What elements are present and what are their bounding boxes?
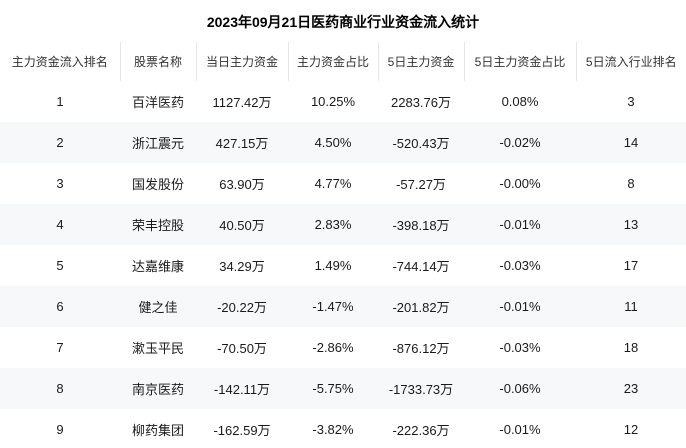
value-cell: 23 <box>623 381 639 396</box>
stock-name-cell: 国发股份 <box>131 177 184 192</box>
value-cell: 10.25% <box>310 94 356 109</box>
rank-cell: 2 <box>56 135 64 150</box>
value-cell: 4.50% <box>314 135 352 150</box>
stock-name-cell: 百洋医药 <box>131 95 184 110</box>
stock-name-cell: 荣丰控股 <box>131 218 184 233</box>
value-cell: -222.36万 <box>392 423 450 438</box>
stock-name-cell: 柳药集团 <box>131 423 184 438</box>
table-row: 4 荣丰控股 40.50万 2.83% -398.18万 -0.01% 13 <box>0 204 686 245</box>
value-cell: -70.50万 <box>217 341 267 356</box>
value-cell: 17 <box>623 258 639 273</box>
page-title: 2023年09月21日医药商业行业资金流入统计 <box>206 14 480 30</box>
value-cell: -0.00% <box>499 176 541 191</box>
value-cell: -2.86% <box>312 340 354 355</box>
value-cell: -5.75% <box>312 381 354 396</box>
value-cell: 3 <box>627 94 635 109</box>
rank-cell: 6 <box>56 299 64 314</box>
rank-cell: 5 <box>56 258 64 273</box>
value-cell: 2283.76万 <box>391 95 451 110</box>
stock-name-cell: 漱玉平民 <box>131 341 184 356</box>
value-cell: 13 <box>623 217 639 232</box>
value-cell: -1.47% <box>312 299 354 314</box>
value-cell: 18 <box>623 340 639 355</box>
value-cell: 40.50万 <box>219 218 265 233</box>
value-cell: -1733.73万 <box>388 382 454 397</box>
column-header: 5日主力资金占比 <box>463 42 576 81</box>
value-cell: -0.01% <box>499 217 541 232</box>
value-cell: -142.11万 <box>213 382 271 397</box>
value-cell: 2.83% <box>314 217 352 232</box>
value-cell: 0.08% <box>501 94 539 109</box>
table-row: 5 达嘉维康 34.29万 1.49% -744.14万 -0.03% 17 <box>0 245 686 286</box>
stock-name-cell: 健之佳 <box>138 300 178 315</box>
stock-name-cell: 达嘉维康 <box>131 259 184 274</box>
value-cell: -0.03% <box>499 340 541 355</box>
value-cell: 1.49% <box>314 258 352 273</box>
rank-cell: 9 <box>56 422 64 437</box>
value-cell: 12 <box>623 422 639 437</box>
rank-cell: 8 <box>56 381 64 396</box>
rank-cell: 1 <box>56 94 64 109</box>
value-cell: -0.01% <box>499 299 541 314</box>
value-cell: 34.29万 <box>219 259 265 274</box>
table-row: 1 百洋医药 1127.42万 10.25% 2283.76万 0.08% 3 <box>0 81 686 122</box>
table-header: 主力资金流入排名 股票名称 当日主力资金 主力资金占比 5日主力资金 5日主力资金占比 5日… <box>0 42 686 81</box>
column-header: 5日流入行业排名 <box>575 42 686 81</box>
value-cell: -0.06% <box>499 381 541 396</box>
value-cell: -201.82万 <box>392 300 450 315</box>
stock-name-cell: 南京医药 <box>131 382 184 397</box>
rank-cell: 4 <box>56 217 64 232</box>
value-cell: -520.43万 <box>392 136 450 151</box>
value-cell: -876.12万 <box>392 341 450 356</box>
table-row: 3 国发股份 63.90万 4.77% -57.27万 -0.00% 8 <box>0 163 686 204</box>
column-header: 股票名称 <box>119 42 196 81</box>
table-row: 8 南京医药 -142.11万 -5.75% -1733.73万 -0.06% 23 <box>0 368 686 409</box>
value-cell: -20.22万 <box>217 300 267 315</box>
column-header: 5日主力资金 <box>377 42 464 81</box>
value-cell: 63.90万 <box>219 177 265 192</box>
value-cell: 1127.42万 <box>212 95 272 110</box>
column-header: 主力资金流入排名 <box>11 55 108 69</box>
value-cell: 14 <box>623 135 639 150</box>
value-cell: -0.02% <box>499 135 541 150</box>
stock-name-cell: 浙江震元 <box>131 136 184 151</box>
value-cell: -3.82% <box>312 422 354 437</box>
value-cell: 11 <box>624 299 638 314</box>
value-cell: 8 <box>627 176 635 191</box>
table-row: 9 柳药集团 -162.59万 -3.82% -222.36万 -0.01% 12 <box>0 409 686 448</box>
rank-cell: 7 <box>56 340 64 355</box>
table-row: 2 浙江震元 427.15万 4.50% -520.43万 -0.02% 14 <box>0 122 686 163</box>
value-cell: -0.03% <box>499 258 541 273</box>
table-body: 1 百洋医药 1127.42万 10.25% 2283.76万 0.08% 3 2 浙江震元 42… <box>0 81 686 448</box>
table-row: 6 健之佳 -20.22万 -1.47% -201.82万 -0.01% 11 <box>0 286 686 327</box>
column-header: 当日主力资金 <box>195 42 288 81</box>
value-cell: 4.77% <box>314 176 352 191</box>
value-cell: 427.15万 <box>215 136 269 151</box>
value-cell: -398.18万 <box>392 218 450 233</box>
column-header: 主力资金占比 <box>287 42 378 81</box>
value-cell: -744.14万 <box>392 259 450 274</box>
rank-cell: 3 <box>56 176 64 191</box>
fund-flow-table: 主力资金流入排名 股票名称 当日主力资金 主力资金占比 5日主力资金 5日主力资金占比 5日… <box>0 42 686 448</box>
value-cell: -162.59万 <box>213 423 271 438</box>
header-row: 主力资金流入排名 股票名称 当日主力资金 主力资金占比 5日主力资金 5日主力资金占比 5日… <box>0 42 686 81</box>
value-cell: -0.01% <box>499 422 541 437</box>
value-cell: -57.27万 <box>396 177 446 192</box>
table-row: 7 漱玉平民 -70.50万 -2.86% -876.12万 -0.03% 18 <box>0 327 686 368</box>
